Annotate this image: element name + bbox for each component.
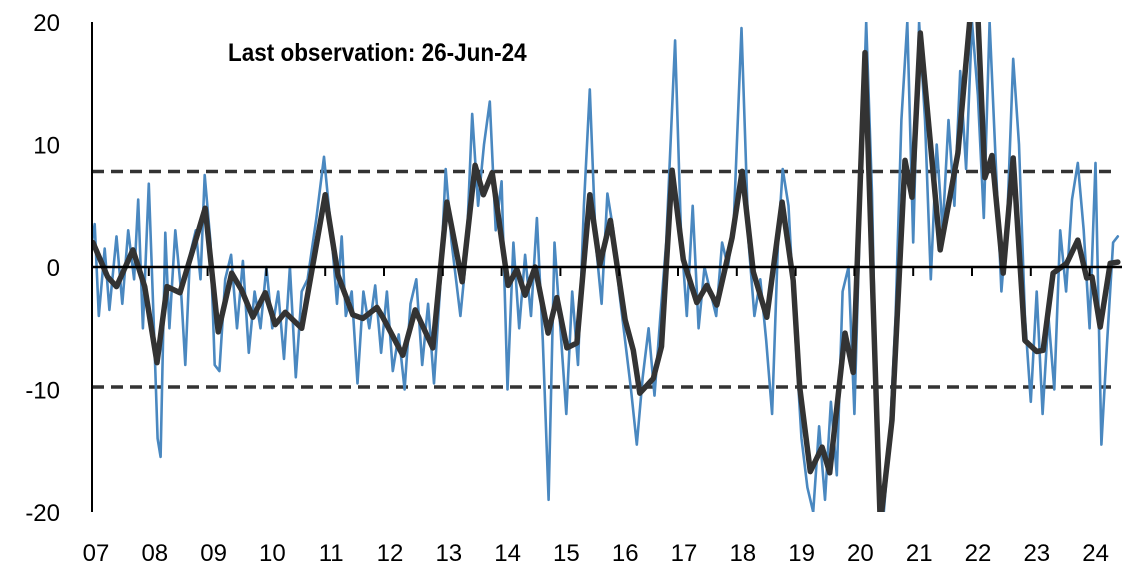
x-tick-label: 21 [906,540,933,567]
x-tick-label: 10 [259,540,286,567]
x-tick-label: 08 [141,540,168,567]
raw-series-line [92,22,1120,512]
x-tick-label: 23 [1023,540,1050,567]
x-tick-label: 11 [319,540,344,567]
x-tick-label: 19 [788,540,815,567]
x-tick-label: 22 [965,540,992,567]
x-tick-label: 16 [612,540,639,567]
x-tick-label: 09 [200,540,227,567]
x-tick-label: 18 [729,540,756,567]
y-tick-label: -20 [25,500,60,527]
x-tick-label: 13 [435,540,462,567]
x-tick-label: 14 [494,540,521,567]
y-tick-label: 10 [33,133,60,160]
x-tick-label: 24 [1082,540,1109,567]
smoothed-series-line [92,22,1121,512]
last-observation-annotation: Last observation: 26-Jun-24 [228,39,527,67]
x-tick-label: 12 [377,540,404,567]
x-tick-label: 07 [83,540,110,567]
x-tick-label: 20 [847,540,874,567]
x-tick-label: 17 [671,540,698,567]
y-tick-label: -10 [25,378,60,405]
y-tick-label: 20 [33,10,60,37]
y-tick-label: 0 [47,255,60,282]
x-tick-label: 15 [553,540,580,567]
